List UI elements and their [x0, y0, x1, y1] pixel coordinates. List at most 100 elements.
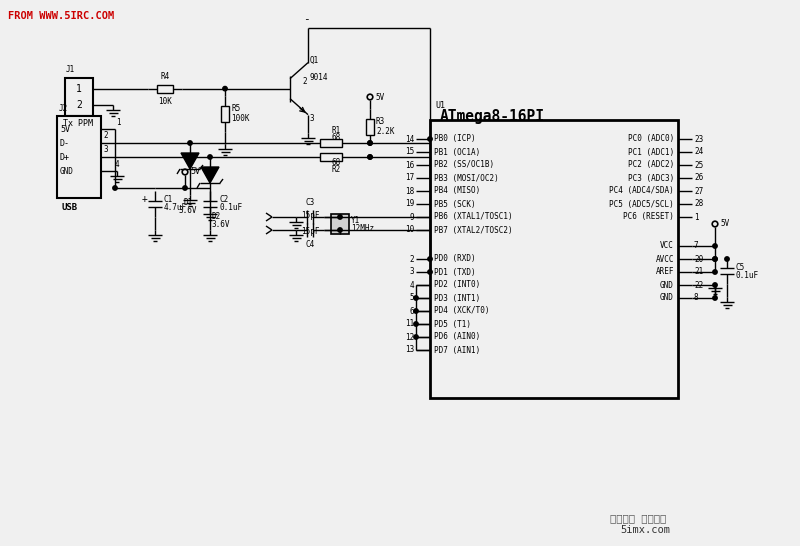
Text: PC3 (ADC3): PC3 (ADC3) — [628, 174, 674, 182]
Bar — [221, 105, 229, 122]
Text: PC2 (ADC2): PC2 (ADC2) — [628, 161, 674, 169]
Text: D-: D- — [60, 139, 70, 147]
Text: Tx PPM: Tx PPM — [63, 118, 93, 128]
Text: 23: 23 — [694, 134, 703, 144]
Text: 1: 1 — [694, 212, 698, 222]
Polygon shape — [201, 167, 219, 183]
Text: FROM WWW.5IRC.COM: FROM WWW.5IRC.COM — [8, 11, 114, 21]
Text: 5V: 5V — [60, 124, 70, 134]
Text: 3.6V: 3.6V — [178, 206, 198, 215]
Text: 5: 5 — [410, 294, 414, 302]
Text: R2: R2 — [332, 165, 342, 174]
Circle shape — [414, 335, 418, 339]
Text: 2: 2 — [103, 131, 108, 140]
Text: 10: 10 — [405, 225, 414, 234]
Circle shape — [368, 141, 372, 145]
Text: 4: 4 — [410, 281, 414, 289]
Text: PB5 (SCK): PB5 (SCK) — [434, 199, 476, 209]
Text: 6: 6 — [410, 306, 414, 316]
Text: 0.1uF: 0.1uF — [736, 270, 759, 280]
Text: 9: 9 — [410, 212, 414, 222]
Text: C2: C2 — [219, 195, 228, 205]
Text: 27: 27 — [694, 187, 703, 195]
Text: 5V: 5V — [375, 92, 384, 102]
Text: 21: 21 — [694, 268, 703, 276]
Text: 14: 14 — [405, 134, 414, 144]
Bar — [331, 213, 349, 234]
Text: 4.7uF: 4.7uF — [164, 204, 187, 212]
Text: PD2 (INT0): PD2 (INT0) — [434, 281, 480, 289]
Circle shape — [414, 322, 418, 326]
Text: PB2 (SS/OC1B): PB2 (SS/OC1B) — [434, 161, 494, 169]
Text: AVCC: AVCC — [655, 254, 674, 264]
Text: C1: C1 — [164, 195, 174, 205]
Text: PC6 (RESET): PC6 (RESET) — [623, 212, 674, 222]
Circle shape — [113, 186, 118, 190]
Text: 5imx.com: 5imx.com — [620, 525, 670, 535]
Bar — [57, 116, 101, 198]
Text: 1: 1 — [76, 84, 82, 94]
Text: 24: 24 — [694, 147, 703, 157]
Circle shape — [713, 283, 718, 287]
Text: 68: 68 — [332, 133, 342, 142]
Text: 68: 68 — [332, 158, 342, 167]
Text: 2.2K: 2.2K — [376, 128, 394, 136]
Text: 15pF: 15pF — [301, 227, 319, 236]
Text: PB6 (XTAL1/TOSC1): PB6 (XTAL1/TOSC1) — [434, 212, 513, 222]
Text: Q1: Q1 — [310, 56, 319, 64]
Text: 25: 25 — [694, 161, 703, 169]
Circle shape — [713, 257, 718, 261]
Text: 9014: 9014 — [310, 73, 329, 82]
Text: 18: 18 — [405, 187, 414, 195]
Circle shape — [428, 137, 432, 141]
Bar — [157, 85, 173, 93]
Text: PD6 (AIN0): PD6 (AIN0) — [434, 333, 480, 341]
Text: R4: R4 — [160, 72, 170, 81]
Text: PB3 (MOSI/OC2): PB3 (MOSI/OC2) — [434, 174, 498, 182]
Text: PD0 (RXD): PD0 (RXD) — [434, 254, 476, 264]
Text: R1: R1 — [332, 126, 342, 135]
Circle shape — [188, 141, 192, 145]
Circle shape — [368, 141, 372, 145]
Text: 4: 4 — [115, 160, 120, 169]
Text: 8: 8 — [694, 294, 698, 302]
Text: GND: GND — [60, 167, 74, 175]
Circle shape — [725, 257, 730, 261]
Bar — [65, 78, 93, 116]
Text: PC1 (ADC1): PC1 (ADC1) — [628, 147, 674, 157]
Text: 100K: 100K — [231, 114, 250, 123]
Text: PD1 (TXD): PD1 (TXD) — [434, 268, 476, 276]
Text: 3: 3 — [410, 268, 414, 276]
Text: PD3 (INT1): PD3 (INT1) — [434, 294, 480, 302]
Text: PC0 (ADC0): PC0 (ADC0) — [628, 134, 674, 144]
Text: D2: D2 — [212, 212, 222, 221]
Text: 2: 2 — [410, 254, 414, 264]
Circle shape — [713, 270, 718, 274]
Text: R5: R5 — [231, 104, 240, 113]
Text: 15pF: 15pF — [301, 211, 319, 220]
Text: 26: 26 — [694, 174, 703, 182]
Polygon shape — [181, 153, 199, 169]
Bar — [366, 119, 374, 135]
Text: 1: 1 — [116, 118, 121, 127]
Text: PD5 (T1): PD5 (T1) — [434, 319, 471, 329]
Text: D1: D1 — [183, 198, 193, 207]
Circle shape — [182, 186, 187, 190]
Text: 15: 15 — [405, 147, 414, 157]
Text: PC5 (ADC5/SCL): PC5 (ADC5/SCL) — [610, 199, 674, 209]
Text: 19: 19 — [405, 199, 414, 209]
Text: 13: 13 — [405, 346, 414, 354]
Circle shape — [338, 215, 342, 219]
Text: -: - — [302, 14, 310, 23]
Text: 2: 2 — [76, 100, 82, 110]
Text: U1: U1 — [435, 102, 445, 110]
Bar — [320, 153, 342, 161]
Circle shape — [368, 155, 372, 159]
Text: 10K: 10K — [158, 97, 172, 105]
Text: VCC: VCC — [660, 241, 674, 251]
Text: 5V: 5V — [190, 168, 200, 176]
Circle shape — [713, 244, 718, 248]
Text: 28: 28 — [694, 199, 703, 209]
Text: GND: GND — [660, 281, 674, 289]
Text: C3: C3 — [306, 198, 314, 207]
